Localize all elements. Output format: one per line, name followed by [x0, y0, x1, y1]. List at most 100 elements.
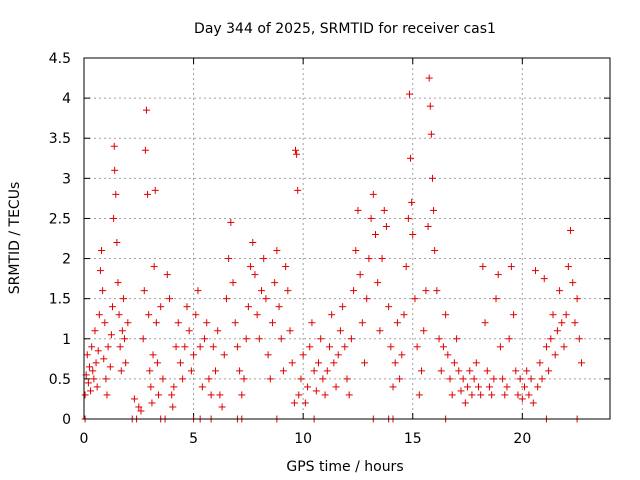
- data-point: [464, 383, 472, 391]
- data-point: [90, 375, 98, 383]
- data-point: [376, 327, 384, 335]
- data-point: [104, 343, 112, 351]
- data-point: [94, 347, 102, 355]
- data-point: [275, 303, 283, 311]
- data-point: [433, 287, 441, 295]
- x-tick-label: 0: [80, 431, 89, 447]
- data-point: [317, 335, 325, 343]
- data-point: [352, 247, 360, 255]
- data-point: [496, 343, 504, 351]
- data-point: [328, 311, 336, 319]
- data-point: [505, 335, 513, 343]
- data-point: [310, 367, 318, 375]
- data-point: [382, 222, 390, 230]
- data-point: [479, 263, 487, 271]
- x-tick-labels: 0 5 10 15 20: [80, 431, 532, 447]
- data-point: [88, 343, 96, 351]
- data-point: [85, 363, 93, 371]
- data-point: [153, 359, 161, 367]
- data-point: [170, 383, 178, 391]
- data-point: [347, 335, 355, 343]
- x-tick-label: 10: [294, 431, 312, 447]
- y-tick-label: 3.5: [49, 131, 71, 147]
- x-tick-label: 20: [513, 431, 531, 447]
- data-point: [163, 271, 171, 279]
- data-point: [405, 90, 413, 98]
- data-point: [114, 279, 122, 287]
- data-point: [110, 142, 118, 150]
- data-point: [115, 311, 123, 319]
- data-point: [564, 263, 572, 271]
- data-point: [253, 311, 261, 319]
- data-point: [312, 387, 320, 395]
- data-point: [144, 190, 152, 198]
- data-point: [336, 327, 344, 335]
- data-point: [415, 391, 423, 399]
- data-point: [89, 367, 97, 375]
- data-point: [562, 311, 570, 319]
- data-point: [499, 375, 507, 383]
- data-point: [222, 295, 230, 303]
- data-point: [141, 146, 149, 154]
- data-point: [542, 343, 550, 351]
- data-point: [475, 383, 482, 391]
- data-point: [216, 391, 224, 399]
- data-point: [425, 74, 433, 82]
- data-point: [146, 367, 154, 375]
- data-point: [402, 263, 410, 271]
- data-point: [260, 255, 268, 263]
- data-point: [185, 327, 193, 335]
- data-point: [214, 327, 222, 335]
- data-points: [81, 74, 586, 423]
- data-point: [150, 263, 158, 271]
- data-point: [290, 399, 298, 407]
- data-point: [488, 391, 496, 399]
- data-point: [139, 335, 147, 343]
- axis-ticks: [83, 57, 610, 420]
- data-point: [413, 343, 421, 351]
- data-point: [249, 239, 257, 247]
- data-point: [192, 311, 200, 319]
- data-point: [512, 367, 520, 375]
- data-point: [553, 327, 561, 335]
- data-point: [378, 255, 386, 263]
- data-point: [306, 343, 314, 351]
- data-point: [181, 343, 189, 351]
- y-axis-label: SRMTID / TECUs: [7, 182, 23, 295]
- data-point: [81, 391, 89, 399]
- data-point: [356, 271, 364, 279]
- data-point: [483, 367, 491, 375]
- data-point: [201, 335, 209, 343]
- data-point: [323, 367, 331, 375]
- data-point: [531, 267, 539, 275]
- data-point: [288, 359, 296, 367]
- data-point: [521, 383, 529, 391]
- data-point: [147, 383, 155, 391]
- data-point: [567, 226, 575, 234]
- data-point: [297, 375, 305, 383]
- data-point: [87, 387, 95, 395]
- data-point: [516, 375, 524, 383]
- data-point: [371, 230, 379, 238]
- data-point: [110, 214, 118, 222]
- data-point: [124, 319, 132, 327]
- data-point: [113, 239, 121, 247]
- data-point: [549, 311, 557, 319]
- data-point: [103, 391, 111, 399]
- data-point: [575, 335, 583, 343]
- data-point: [547, 335, 555, 343]
- data-point: [116, 343, 124, 351]
- data-point: [205, 375, 213, 383]
- data-point: [578, 359, 586, 367]
- data-point: [236, 367, 244, 375]
- data-point: [209, 343, 217, 351]
- data-point: [176, 359, 184, 367]
- data-point: [369, 190, 377, 198]
- data-point: [183, 303, 191, 311]
- data-point: [308, 319, 316, 327]
- data-point: [264, 351, 272, 359]
- data-point: [507, 263, 515, 271]
- data-point: [251, 271, 259, 279]
- data-point: [343, 375, 351, 383]
